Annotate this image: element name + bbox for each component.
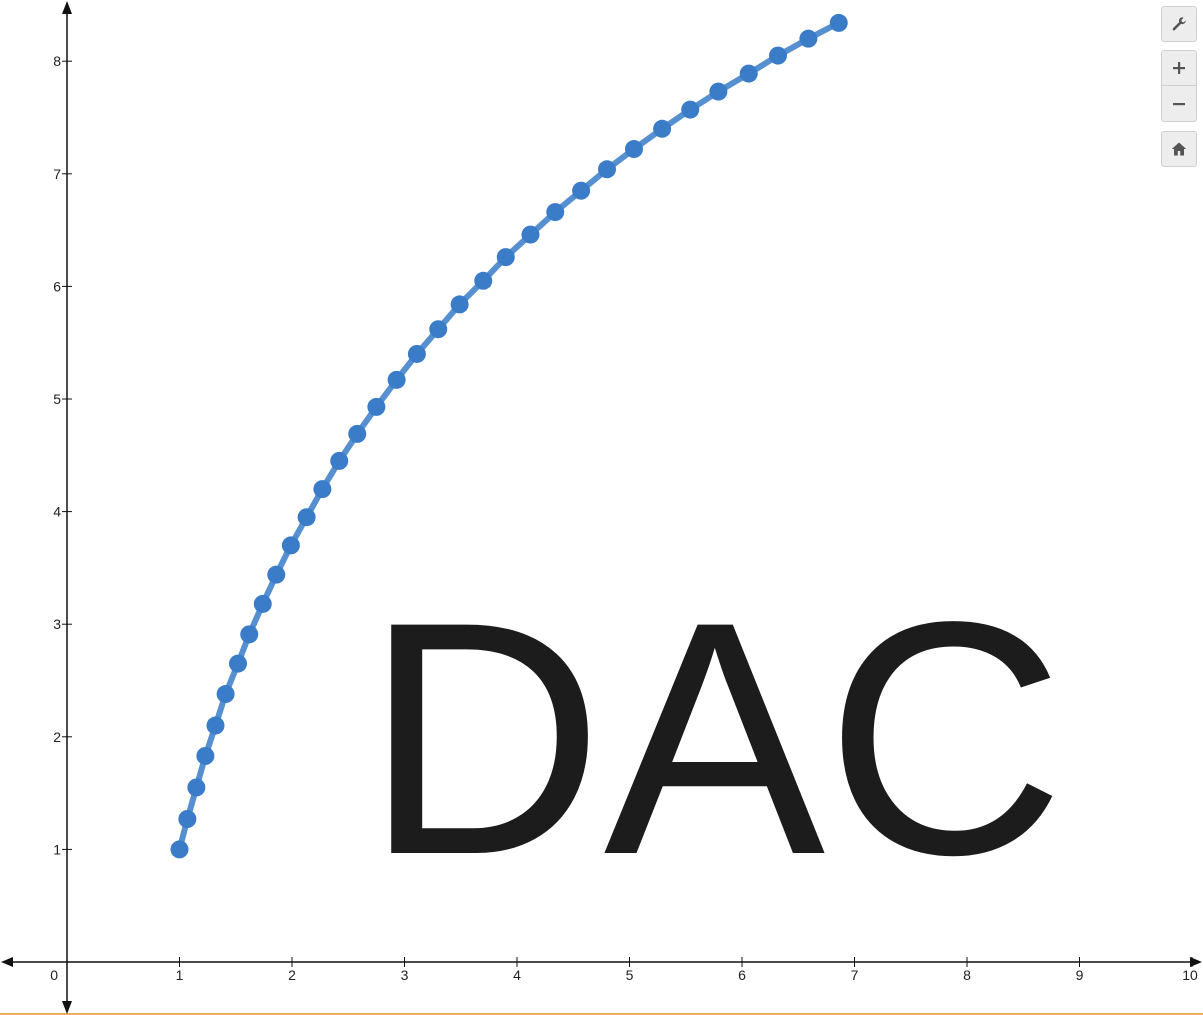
data-point[interactable]	[196, 746, 215, 765]
wrench-icon	[1171, 16, 1187, 32]
data-point[interactable]	[450, 295, 469, 314]
x-tick-label: 10	[1182, 967, 1198, 983]
y-tick-label: 4	[53, 504, 61, 520]
x-tick-label: 5	[626, 967, 634, 983]
tick-layer: 0 1 2 3 4 5 6 7 8 9 10 1 2 3 4 5 6 7 8	[50, 53, 1198, 983]
x-tick-label: 9	[1076, 967, 1084, 983]
zoom-out-button[interactable]	[1161, 86, 1197, 122]
data-point[interactable]	[330, 451, 349, 470]
x-tick-label: 7	[851, 967, 859, 983]
x-tick-label: 6	[738, 967, 746, 983]
data-point[interactable]	[281, 536, 300, 555]
data-point[interactable]	[206, 716, 225, 735]
data-point[interactable]	[170, 840, 189, 859]
y-tick-label: 7	[53, 166, 61, 182]
data-point[interactable]	[267, 565, 286, 584]
y-tick-label: 2	[53, 729, 61, 745]
data-point[interactable]	[240, 625, 259, 644]
x-tick-label: 3	[401, 967, 409, 983]
data-point[interactable]	[297, 508, 316, 527]
data-point[interactable]	[313, 480, 332, 499]
dac-annotation: DAC	[364, 553, 1065, 924]
home-icon	[1171, 141, 1187, 157]
data-point[interactable]	[739, 64, 758, 83]
zoom-in-button[interactable]	[1161, 50, 1197, 86]
data-point[interactable]	[598, 160, 616, 179]
data-point[interactable]	[429, 320, 448, 339]
data-point[interactable]	[681, 100, 700, 119]
x-tick-label: 2	[288, 967, 296, 983]
data-point[interactable]	[521, 225, 540, 244]
data-point[interactable]	[187, 778, 206, 797]
data-point[interactable]	[769, 46, 787, 65]
data-point[interactable]	[216, 685, 235, 704]
y-axis-arrow-down	[62, 1001, 72, 1014]
data-point[interactable]	[387, 370, 406, 389]
data-point[interactable]	[625, 140, 643, 159]
data-point[interactable]	[653, 119, 672, 138]
data-point[interactable]	[546, 203, 565, 222]
y-tick-label: 1	[53, 841, 61, 857]
x-axis-arrow-right	[1190, 957, 1202, 967]
home-button[interactable]	[1161, 131, 1197, 167]
data-point[interactable]	[407, 344, 426, 363]
plus-icon	[1172, 61, 1186, 75]
data-point[interactable]	[229, 654, 247, 673]
data-point[interactable]	[178, 809, 197, 828]
x-tick-label: 4	[513, 967, 521, 983]
x-axis-arrow-left	[1, 957, 13, 967]
minus-icon	[1172, 97, 1186, 111]
data-point[interactable]	[474, 271, 493, 290]
data-point[interactable]	[253, 594, 272, 613]
y-axis-arrow-up	[62, 1, 72, 14]
data-point[interactable]	[367, 397, 386, 416]
x-tick-label: 1	[176, 967, 184, 983]
data-point[interactable]	[348, 424, 367, 443]
data-point[interactable]	[572, 181, 591, 200]
data-point[interactable]	[799, 29, 818, 48]
y-tick-label: 6	[53, 278, 61, 294]
series-layer	[170, 13, 848, 859]
data-point[interactable]	[496, 248, 515, 267]
y-tick-label: 3	[53, 616, 61, 632]
series-line	[176, 19, 842, 853]
data-point[interactable]	[829, 13, 848, 32]
data-point[interactable]	[709, 82, 728, 101]
y-tick-label: 5	[53, 391, 61, 407]
x-tick-label: 0	[50, 967, 58, 983]
x-tick-label: 8	[963, 967, 971, 983]
settings-button[interactable]	[1161, 6, 1197, 42]
y-tick-label: 8	[53, 53, 61, 69]
